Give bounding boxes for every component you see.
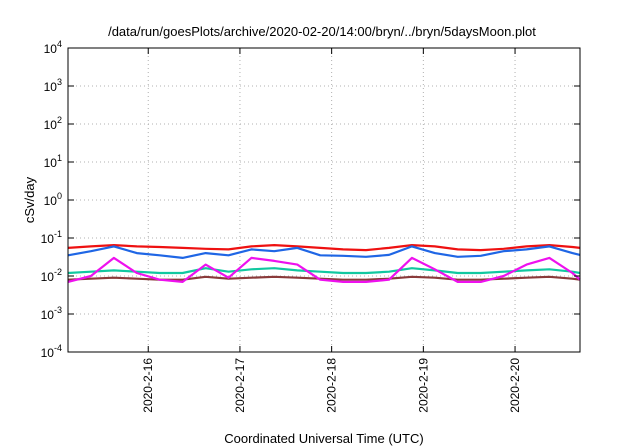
series-line-1: [67, 244, 581, 252]
y-tick-label: 104: [44, 39, 62, 56]
y-tick-label: 10-2: [41, 267, 62, 284]
series-layer: [67, 244, 581, 283]
y-tick-label: 10-4: [41, 343, 62, 360]
x-tick-labels: 2020-2-16 2020-2-17 2020-2-18 2020-2-19 2020…: [141, 358, 522, 413]
series-line-5: [67, 256, 581, 283]
x-tick-label: 2020-2-17: [233, 358, 247, 413]
y-tick-label: 100: [44, 191, 62, 208]
grid: [68, 48, 580, 352]
x-tick-label: 2020-2-18: [325, 358, 339, 413]
series-line-3: [67, 267, 581, 275]
series-line-2: [67, 245, 581, 259]
y-tick-label: 10-3: [41, 305, 62, 322]
x-tick-label: 2020-2-16: [141, 358, 155, 413]
y-tick-label: 103: [44, 77, 62, 94]
x-axis-label: Coordinated Universal Time (UTC): [224, 431, 423, 446]
y-axis-label: cSv/day: [22, 176, 37, 223]
x-tick-label: 2020-2-20: [508, 358, 522, 413]
x-tick-label: 2020-2-19: [416, 358, 430, 413]
y-tick-label: 101: [44, 153, 62, 170]
y-tick-label: 10-1: [41, 229, 62, 246]
y-tick-label: 102: [44, 115, 62, 132]
y-tick-labels: 10-4 10-3 10-2 10-1 100 101 102 103 104: [41, 39, 62, 360]
ticks: [68, 47, 580, 353]
chart-title: /data/run/goesPlots/archive/2020-02-20/1…: [108, 24, 536, 39]
